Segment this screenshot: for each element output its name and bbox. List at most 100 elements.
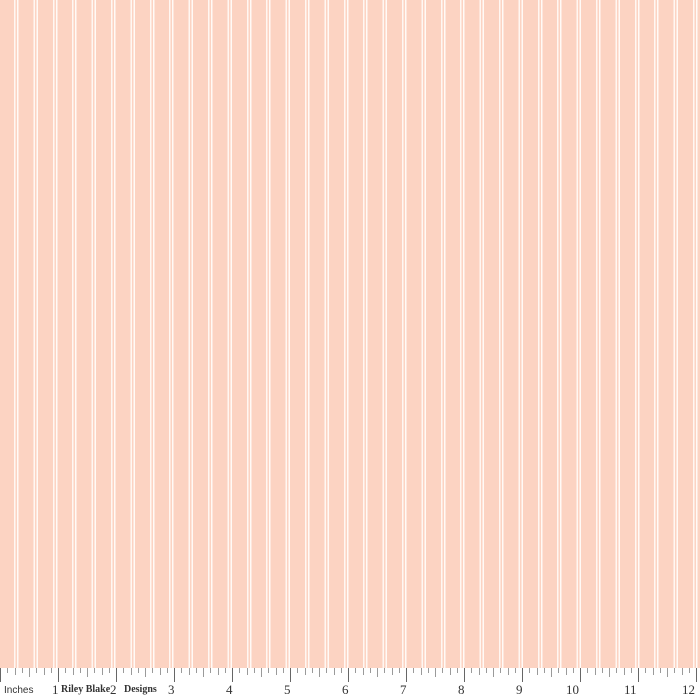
fabric-swatch xyxy=(0,0,700,668)
ruler-tick xyxy=(623,668,625,675)
ruler-tick xyxy=(456,668,458,673)
ruler-tick xyxy=(674,668,676,673)
ruler-tick xyxy=(282,668,284,673)
ruler-tick xyxy=(116,668,117,682)
ruler-tick xyxy=(659,668,661,673)
ruler-tick xyxy=(587,668,589,673)
ruler-number: 3 xyxy=(168,682,175,697)
ruler-tick xyxy=(529,668,531,673)
ruler-tick xyxy=(58,668,59,682)
ruler-tick xyxy=(398,668,400,673)
ruler-tick xyxy=(681,668,683,675)
ruler-tick xyxy=(181,668,183,673)
ruler-tick xyxy=(188,668,190,675)
ruler-tick xyxy=(0,668,1,682)
ruler-tick xyxy=(449,668,451,675)
ruler-tick xyxy=(319,668,320,677)
ruler-tick xyxy=(137,668,139,673)
ruler-tick xyxy=(101,668,103,675)
ruler-tick xyxy=(174,668,175,682)
ruler-tick xyxy=(166,668,168,673)
ruler-tick xyxy=(123,668,125,673)
ruler-tick xyxy=(558,668,560,673)
ruler-number: 9 xyxy=(516,682,523,697)
ruler-number: 6 xyxy=(342,682,349,697)
ruler-tick xyxy=(543,668,545,673)
ruler-tick xyxy=(485,668,487,673)
ruler-number: 2 xyxy=(110,682,117,697)
ruler-tick xyxy=(311,668,313,673)
ruler-tick xyxy=(478,668,480,675)
ruler-tick xyxy=(217,668,219,675)
ruler-tick xyxy=(340,668,342,673)
ruler-tick xyxy=(348,668,349,682)
ruler-tick xyxy=(326,668,328,673)
ruler-tick xyxy=(94,668,96,673)
ruler-tick xyxy=(290,668,291,682)
ruler-unit-label: Inches xyxy=(4,685,34,696)
ruler-number: 7 xyxy=(400,682,407,697)
ruler-tick xyxy=(667,668,668,677)
ruler-tick xyxy=(304,668,306,675)
ruler-tick xyxy=(14,668,16,675)
ruler-tick xyxy=(427,668,429,673)
ruler-tick xyxy=(536,668,538,675)
ruler-tick xyxy=(297,668,299,673)
ruler-tick xyxy=(464,668,465,682)
ruler-tick xyxy=(65,668,67,673)
ruler-tick xyxy=(130,668,132,675)
ruler-tick xyxy=(500,668,502,673)
ruler-tick xyxy=(442,668,444,673)
ruler-tick xyxy=(50,668,52,673)
ruler-tick xyxy=(391,668,393,675)
ruler-tick xyxy=(152,668,154,673)
ruler-tick xyxy=(522,668,523,682)
ruler-tick xyxy=(36,668,38,673)
ruler-tick xyxy=(145,668,146,677)
ruler-tick xyxy=(413,668,415,673)
ruler-tick xyxy=(471,668,473,673)
ruler-tick xyxy=(594,668,596,675)
ruler-tick xyxy=(652,668,654,675)
ruler-tick xyxy=(551,668,552,677)
ruler-tick xyxy=(362,668,364,675)
ruler-tick xyxy=(253,668,255,673)
ruler-tick xyxy=(384,668,386,673)
ruler-tick xyxy=(210,668,212,673)
ruler-tick xyxy=(246,668,248,675)
inch-ruler: Inches Riley Blake Designs 1 2 3 4 5 6 7 8 9 10 11… xyxy=(0,668,700,700)
ruler-tick xyxy=(79,668,81,673)
ruler-number: 8 xyxy=(458,682,465,697)
ruler-tick xyxy=(601,668,603,673)
brand-name: Riley Blake xyxy=(61,684,111,695)
ruler-tick xyxy=(514,668,516,673)
ruler-tick xyxy=(580,668,581,682)
ruler-number: 12 xyxy=(682,682,695,697)
ruler-tick xyxy=(108,668,110,673)
ruler-tick xyxy=(638,668,639,682)
ruler-tick xyxy=(275,668,277,675)
ruler-tick xyxy=(21,668,23,673)
ruler-tick xyxy=(239,668,241,673)
ruler-tick xyxy=(645,668,647,673)
ruler-tick xyxy=(493,668,494,677)
ruler-tick xyxy=(203,668,204,677)
ruler-tick xyxy=(159,668,161,675)
ruler-tick xyxy=(572,668,574,673)
ruler-tick xyxy=(688,668,690,673)
ruler-tick xyxy=(29,668,30,677)
brand-name-suffix: Designs xyxy=(124,684,157,695)
ruler-tick xyxy=(609,668,610,677)
ruler-tick xyxy=(435,668,436,677)
ruler-tick xyxy=(406,668,407,682)
ruler-tick xyxy=(232,668,233,682)
ruler-tick xyxy=(195,668,197,673)
ruler-tick xyxy=(507,668,509,675)
ruler-number: 10 xyxy=(566,682,579,697)
ruler-tick xyxy=(630,668,632,673)
ruler-tick xyxy=(7,668,9,673)
ruler-number: 5 xyxy=(284,682,291,697)
ruler-tick xyxy=(43,668,45,675)
ruler-tick xyxy=(696,668,697,682)
ruler-tick xyxy=(268,668,270,673)
